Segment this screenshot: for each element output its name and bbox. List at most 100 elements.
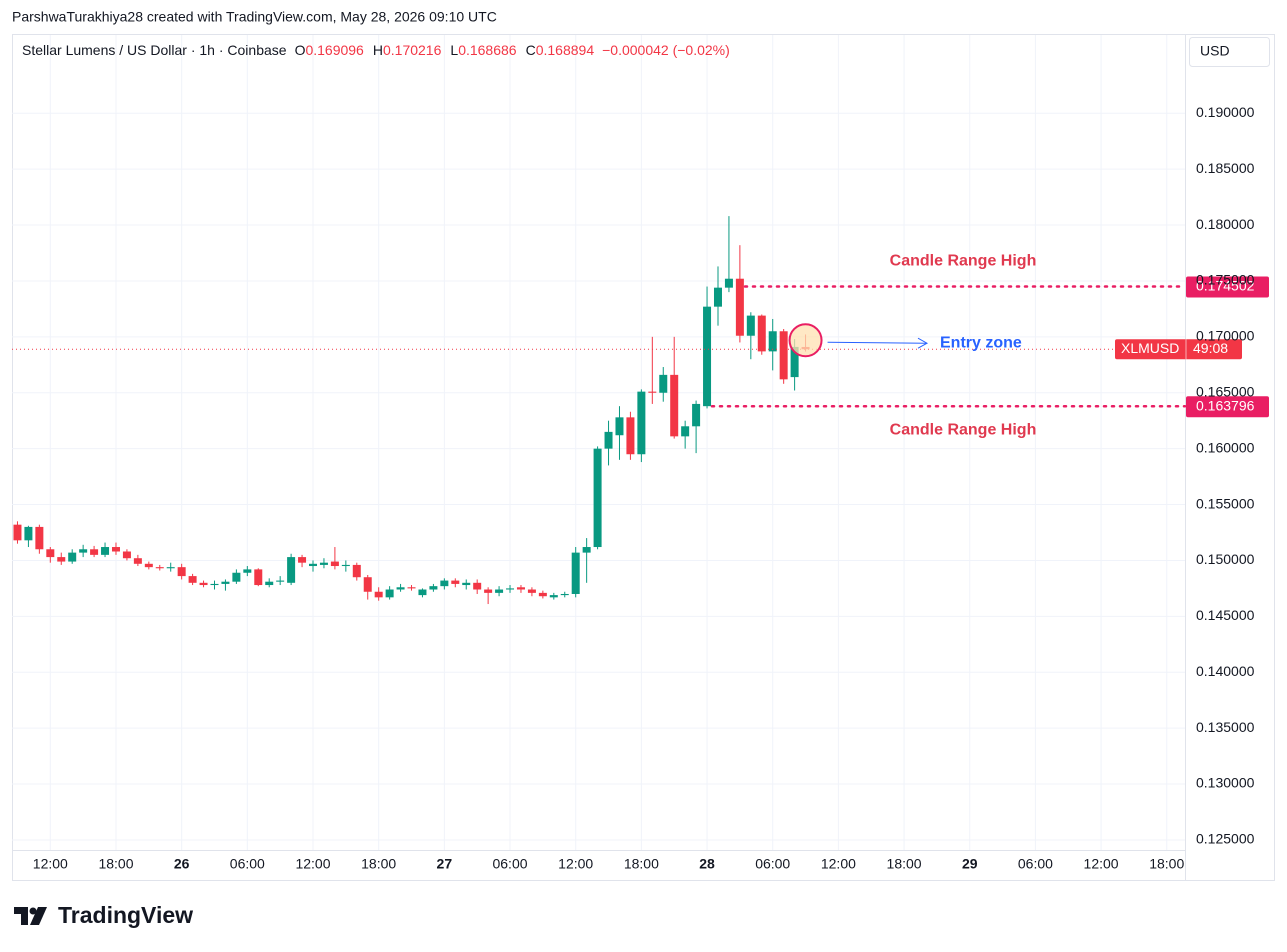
candle-body: [735, 278, 744, 336]
legend-value: 0.168894: [536, 42, 595, 58]
y-tick-label: 0.150000: [1196, 551, 1255, 567]
candle-body: [232, 572, 241, 582]
candle-body: [516, 587, 525, 590]
logo-dot: [29, 907, 37, 915]
currency-box[interactable]: [1189, 37, 1270, 67]
y-tick-label: 0.175000: [1196, 272, 1255, 288]
candle-body: [659, 374, 668, 393]
candle-body: [506, 588, 515, 590]
legend-label: H: [373, 42, 383, 58]
candle-body: [746, 315, 755, 336]
last-price-badge: [1115, 339, 1242, 360]
brand-logo: TradingView: [14, 902, 193, 928]
candle-body: [155, 567, 164, 569]
x-tick-label: 28: [699, 856, 715, 872]
x-tick-label: 12:00: [1084, 856, 1119, 872]
y-tick-label: 0.135000: [1196, 719, 1255, 735]
series-name: XLMUSD: [1121, 340, 1179, 356]
currency[interactable]: USD: [1200, 43, 1230, 59]
legend-value: 0.169096: [305, 42, 364, 58]
candle-body: [79, 549, 88, 553]
candle-body: [177, 567, 186, 577]
candle-body: [560, 593, 569, 596]
x-tick-label: 06:00: [1018, 856, 1053, 872]
candle-body: [713, 287, 722, 307]
brand: TradingView: [58, 902, 193, 928]
candle-body: [298, 557, 307, 563]
price-line-label: 0.163796: [1196, 397, 1255, 413]
legend-change: −0.000042 (−0.02%): [602, 42, 730, 58]
countdown: 49:08: [1193, 340, 1228, 356]
candle-body: [790, 346, 799, 378]
candle-body: [440, 580, 449, 587]
candle-body: [451, 580, 460, 584]
candle-body: [626, 417, 635, 455]
candle-body: [46, 549, 55, 558]
entry-marker: [788, 323, 823, 358]
candle-body: [243, 569, 252, 573]
candle-body: [582, 547, 591, 553]
candle-body: [495, 589, 504, 593]
candle-body: [13, 524, 22, 541]
price-line-badge: [1186, 276, 1269, 298]
x-tick-label: 12:00: [558, 856, 593, 872]
x-tick-label: 06:00: [492, 856, 527, 872]
candle-body: [604, 431, 613, 449]
candle-body: [484, 589, 493, 593]
x-tick-label: 06:00: [755, 856, 790, 872]
candle-body: [385, 589, 394, 598]
candle-body: [724, 278, 733, 288]
candle-body: [538, 592, 547, 597]
candle-body: [768, 331, 777, 352]
legend-value: 0.168686: [458, 42, 517, 58]
candle-body: [549, 595, 558, 598]
candle-body: [473, 582, 482, 590]
candle-body: [648, 391, 657, 393]
annotation: Candle Range High: [890, 421, 1037, 438]
y-tick-label: 0.140000: [1196, 663, 1255, 679]
y-tick-label: 0.160000: [1196, 439, 1255, 455]
candle-body: [265, 581, 274, 586]
candle-body: [276, 580, 285, 582]
candle-body: [396, 587, 405, 590]
candle-body: [221, 581, 230, 584]
candle-body: [199, 582, 208, 586]
candle-body: [111, 547, 120, 552]
candle-body: [779, 331, 788, 380]
y-tick-label: 0.185000: [1196, 160, 1255, 176]
legend: Stellar Lumens / US Dollar · 1h · Coinba…: [22, 42, 730, 58]
candle-body: [210, 583, 219, 586]
candle-body: [703, 306, 712, 407]
candle-body: [527, 589, 536, 593]
candle-body: [418, 589, 427, 596]
annotation: Entry zone: [940, 334, 1022, 351]
logo-mark: [30, 907, 47, 925]
candle-body: [57, 557, 66, 562]
x-tick-label: 12:00: [821, 856, 856, 872]
candle-body: [637, 391, 646, 455]
legend-label: O: [295, 42, 306, 58]
entry-arrow: [827, 341, 927, 344]
candle-body: [254, 569, 263, 586]
price-line-badge: [1186, 396, 1269, 418]
candle-body: [407, 587, 416, 589]
candle-body: [692, 403, 701, 427]
y-tick-label: 0.165000: [1196, 383, 1255, 399]
chart-frame: [12, 34, 1275, 881]
legend-label: C: [526, 42, 536, 58]
y-tick-label: 0.125000: [1196, 831, 1255, 847]
annotation: Candle Range High: [890, 253, 1037, 270]
overlays: XLMUSD 49:08 0.174502 0.163796 Candle Range …: [12, 253, 1269, 438]
candle-body: [757, 315, 766, 352]
y-tick-label: 0.170000: [1196, 328, 1255, 344]
candle-body: [374, 591, 383, 598]
candle-body: [571, 552, 580, 594]
price-line-label: 0.174502: [1196, 278, 1255, 294]
candle-body: [90, 549, 99, 555]
candle-body: [133, 558, 142, 564]
candle-body: [670, 374, 679, 437]
candle-body: [429, 586, 438, 590]
x-tick-label: 12:00: [295, 856, 330, 872]
